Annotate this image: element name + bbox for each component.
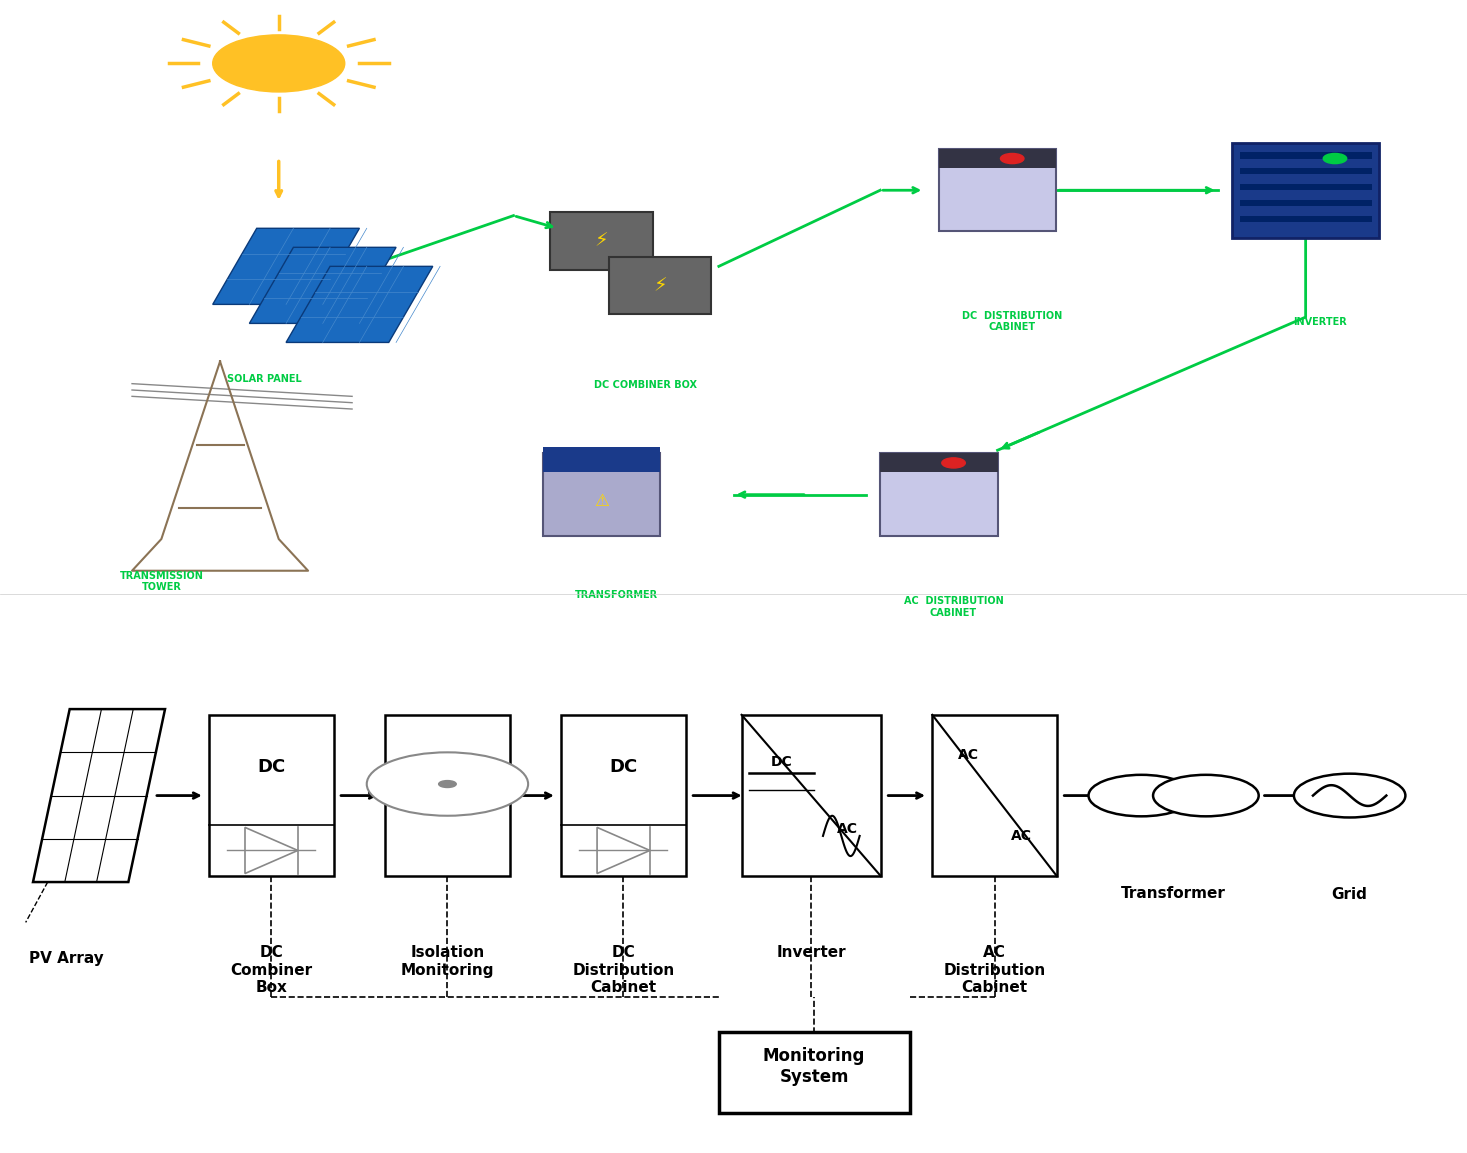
Text: Grid: Grid (1332, 887, 1367, 902)
Circle shape (1323, 153, 1347, 164)
Polygon shape (34, 709, 164, 882)
Text: DC
Combiner
Box: DC Combiner Box (230, 945, 312, 995)
Text: Isolation
Monitoring: Isolation Monitoring (400, 945, 494, 978)
Text: DC  DISTRIBUTION
CABINET: DC DISTRIBUTION CABINET (962, 311, 1062, 332)
Text: AC: AC (838, 822, 858, 836)
Text: Inverter: Inverter (776, 945, 846, 960)
Text: ⚡: ⚡ (594, 232, 609, 250)
Circle shape (1153, 775, 1259, 816)
Text: ⚠: ⚠ (594, 492, 609, 510)
Circle shape (942, 458, 965, 468)
FancyBboxPatch shape (543, 453, 660, 536)
FancyBboxPatch shape (880, 453, 998, 536)
Circle shape (439, 781, 456, 787)
Circle shape (1000, 153, 1024, 164)
Text: PV Array: PV Array (29, 951, 103, 966)
Polygon shape (286, 266, 433, 342)
FancyBboxPatch shape (880, 453, 998, 473)
FancyBboxPatch shape (543, 447, 660, 473)
FancyBboxPatch shape (939, 149, 1056, 168)
FancyBboxPatch shape (609, 257, 711, 314)
Text: SOLAR PANEL: SOLAR PANEL (227, 374, 301, 384)
Polygon shape (249, 248, 396, 324)
Circle shape (1089, 775, 1194, 816)
Text: DC: DC (772, 755, 792, 769)
FancyBboxPatch shape (1240, 216, 1372, 221)
Text: Monitoring
System: Monitoring System (763, 1047, 866, 1086)
Text: TRANSFORMER: TRANSFORMER (575, 590, 657, 600)
Text: AC  DISTRIBUTION
CABINET: AC DISTRIBUTION CABINET (904, 596, 1003, 618)
Text: AC
Distribution
Cabinet: AC Distribution Cabinet (943, 945, 1046, 995)
Text: DC COMBINER BOX: DC COMBINER BOX (594, 380, 697, 391)
FancyBboxPatch shape (1232, 143, 1379, 238)
Text: AC: AC (1011, 829, 1031, 843)
Text: Transformer: Transformer (1121, 886, 1226, 900)
Text: DC: DC (257, 758, 286, 776)
FancyBboxPatch shape (939, 149, 1056, 232)
Text: TRANSMISSION
TOWER: TRANSMISSION TOWER (119, 571, 204, 593)
FancyBboxPatch shape (1240, 183, 1372, 190)
FancyBboxPatch shape (1240, 168, 1372, 174)
FancyBboxPatch shape (719, 1032, 910, 1113)
Polygon shape (213, 228, 359, 304)
FancyBboxPatch shape (1240, 199, 1372, 206)
FancyBboxPatch shape (208, 715, 333, 876)
FancyBboxPatch shape (933, 715, 1056, 876)
FancyBboxPatch shape (550, 212, 653, 270)
Text: DC: DC (609, 758, 638, 776)
Text: DC
Distribution
Cabinet: DC Distribution Cabinet (572, 945, 675, 995)
Circle shape (213, 35, 345, 92)
Text: INVERTER: INVERTER (1294, 317, 1347, 327)
FancyBboxPatch shape (742, 715, 880, 876)
FancyBboxPatch shape (384, 715, 511, 876)
Circle shape (367, 753, 528, 816)
Text: ⚡: ⚡ (653, 276, 667, 295)
FancyBboxPatch shape (1240, 152, 1372, 159)
Circle shape (1294, 774, 1405, 817)
Text: AC: AC (958, 748, 978, 762)
FancyBboxPatch shape (562, 715, 687, 876)
